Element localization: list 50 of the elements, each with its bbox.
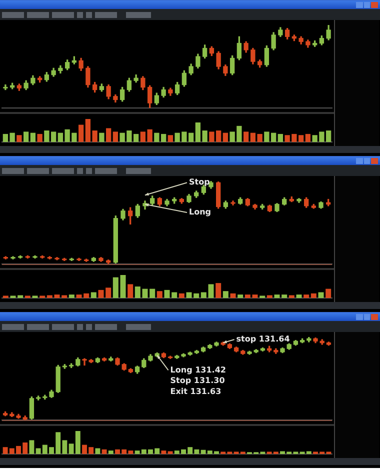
bar bbox=[252, 294, 258, 298]
bar bbox=[326, 288, 332, 298]
bar bbox=[238, 294, 244, 298]
bar bbox=[120, 275, 126, 298]
annotation: Stop 131.30 bbox=[170, 376, 226, 386]
bar bbox=[200, 292, 206, 298]
bar bbox=[90, 292, 96, 298]
bar bbox=[216, 283, 222, 298]
bar bbox=[288, 295, 294, 298]
bar bbox=[244, 294, 250, 298]
bar bbox=[161, 450, 166, 454]
annotation: Stop bbox=[189, 178, 210, 187]
bar bbox=[318, 292, 324, 298]
bar bbox=[208, 284, 214, 298]
bar bbox=[30, 132, 36, 142]
bar bbox=[108, 450, 114, 454]
bar bbox=[178, 293, 184, 298]
bar bbox=[102, 449, 107, 454]
bar bbox=[156, 291, 162, 298]
bar bbox=[106, 128, 112, 142]
bar bbox=[68, 294, 74, 298]
bar bbox=[16, 135, 22, 142]
bar bbox=[168, 451, 173, 454]
bar bbox=[230, 293, 236, 298]
bar bbox=[29, 440, 34, 454]
bar bbox=[95, 448, 100, 454]
candlestick bbox=[82, 358, 87, 366]
annotation: Long bbox=[189, 208, 212, 217]
bar bbox=[23, 132, 29, 142]
bar bbox=[266, 295, 272, 298]
bar bbox=[304, 294, 310, 298]
bar bbox=[99, 132, 104, 142]
bar bbox=[112, 277, 118, 298]
bar bbox=[112, 132, 118, 142]
bar bbox=[78, 124, 84, 142]
bar bbox=[310, 293, 316, 298]
annotation: Long 131.42 bbox=[170, 365, 226, 374]
bar bbox=[222, 132, 228, 142]
bar bbox=[296, 294, 302, 298]
bar bbox=[305, 134, 311, 142]
bar bbox=[134, 286, 140, 298]
annotation: Exit 131.63 bbox=[170, 386, 222, 396]
bar bbox=[46, 295, 52, 298]
bar bbox=[243, 132, 249, 142]
annotation: stop 131.64 bbox=[236, 334, 290, 344]
bar bbox=[278, 134, 284, 142]
bar bbox=[37, 134, 42, 142]
bar bbox=[168, 135, 174, 142]
bar bbox=[222, 291, 228, 298]
bar bbox=[128, 284, 134, 298]
